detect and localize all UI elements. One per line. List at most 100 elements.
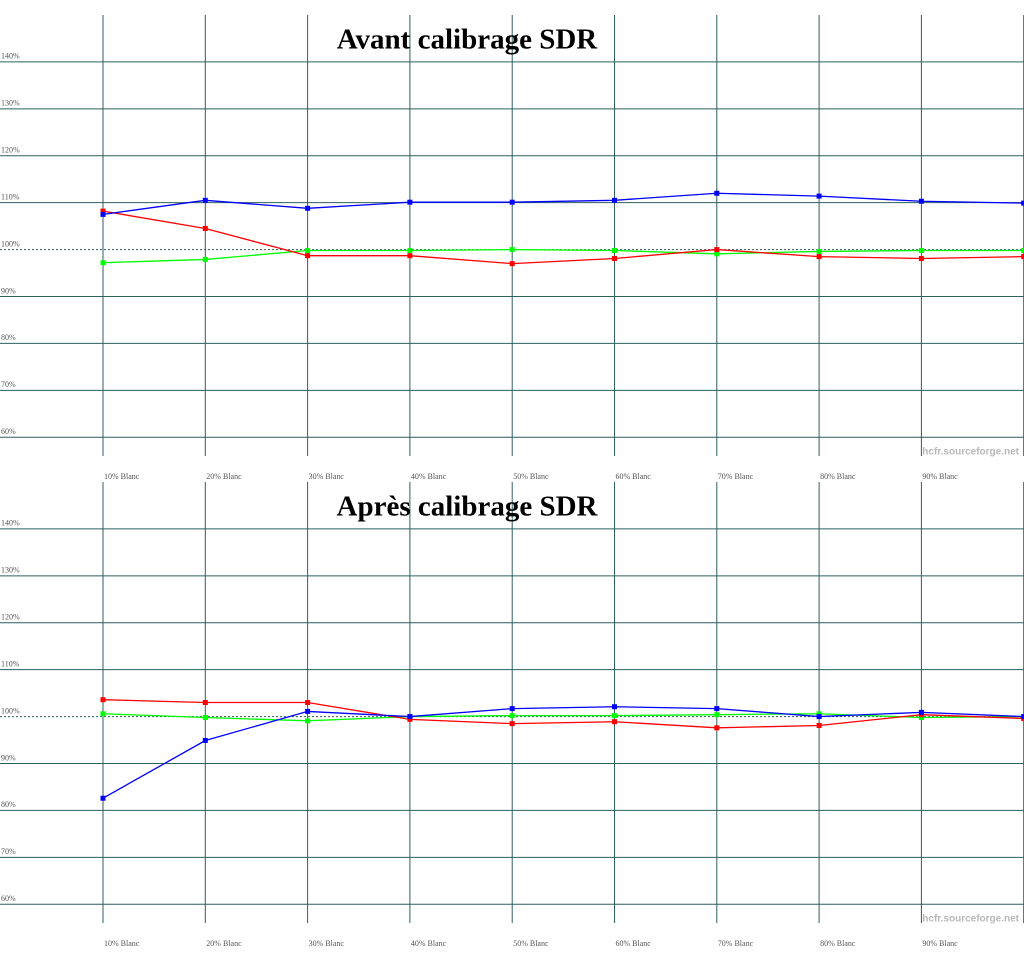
- point: [407, 248, 413, 254]
- point: [1021, 254, 1024, 260]
- point: [305, 253, 311, 259]
- watermark: hcfr.sourceforge.net: [922, 914, 1019, 925]
- x-tick-label: 60% Blanc: [616, 472, 652, 481]
- point: [816, 722, 822, 728]
- y-tick-label: 100%: [1, 706, 20, 715]
- x-tick-label: 90% Blanc: [922, 472, 958, 481]
- chart-title: Avant calibrage SDR: [337, 24, 599, 56]
- point: [100, 260, 106, 266]
- point: [202, 197, 208, 203]
- point: [305, 205, 311, 211]
- point: [202, 700, 208, 705]
- point: [100, 697, 106, 703]
- y-tick-label: 60%: [1, 427, 16, 436]
- y-tick-label: 140%: [1, 52, 20, 61]
- point: [714, 706, 720, 712]
- point: [100, 208, 106, 214]
- y-tick-label: 140%: [1, 519, 20, 528]
- y-tick-label: 120%: [1, 146, 20, 155]
- x-tick-label: 30% Blanc: [309, 939, 345, 948]
- point: [202, 715, 208, 721]
- point: [509, 247, 515, 253]
- series-line: [102, 192, 1024, 216]
- y-tick-label: 90%: [1, 286, 16, 295]
- y-tick-label: 130%: [1, 566, 20, 575]
- point: [305, 718, 311, 724]
- series-line: [102, 699, 1024, 729]
- point: [816, 711, 822, 717]
- chart-title: Après calibrage SDR: [337, 491, 599, 523]
- x-tick-label: 70% Blanc: [718, 472, 754, 481]
- y-tick-label: 70%: [1, 847, 16, 856]
- y-tick-label: 130%: [1, 99, 20, 108]
- point: [100, 795, 106, 801]
- x-tick-label: 60% Blanc: [616, 939, 652, 948]
- series-line: [102, 210, 1024, 265]
- x-tick-label: 40% Blanc: [411, 472, 447, 481]
- y-tick-label: 70%: [1, 380, 16, 389]
- x-tick-label: 10% Blanc: [104, 939, 140, 948]
- point: [1021, 714, 1024, 720]
- x-tick-label: 10% Blanc: [104, 472, 140, 481]
- point: [1021, 200, 1024, 206]
- x-tick-label: 80% Blanc: [820, 472, 856, 481]
- point: [509, 713, 515, 719]
- point: [612, 255, 617, 261]
- point: [407, 714, 413, 720]
- point: [407, 199, 413, 205]
- y-tick-label: 80%: [1, 800, 16, 809]
- point: [714, 725, 720, 731]
- point: [612, 719, 617, 725]
- point: [918, 198, 924, 204]
- point: [202, 225, 208, 231]
- point: [816, 714, 822, 720]
- x-tick-label: 70% Blanc: [718, 939, 754, 948]
- point: [918, 715, 924, 721]
- point: [612, 713, 617, 719]
- y-tick-label: 120%: [1, 613, 20, 622]
- point: [509, 261, 515, 267]
- point: [816, 254, 822, 260]
- series-line: [102, 706, 1024, 799]
- y-tick-label: 80%: [1, 333, 16, 342]
- point: [509, 706, 515, 712]
- point: [1021, 248, 1024, 254]
- point: [202, 256, 208, 262]
- y-tick-label: 60%: [1, 894, 16, 903]
- watermark: hcfr.sourceforge.net: [922, 447, 1019, 458]
- x-tick-label: 50% Blanc: [513, 472, 549, 481]
- point: [407, 253, 413, 259]
- series-line: [102, 713, 1024, 722]
- point: [612, 704, 617, 710]
- point: [816, 193, 822, 199]
- point: [918, 255, 924, 261]
- point: [305, 248, 311, 254]
- series-line: [102, 248, 1024, 264]
- point: [816, 248, 822, 254]
- x-tick-label: 20% Blanc: [206, 472, 242, 481]
- point: [612, 197, 617, 203]
- point: [509, 721, 515, 727]
- y-tick-label: 90%: [1, 753, 16, 762]
- x-tick-label: 40% Blanc: [411, 939, 447, 948]
- x-tick-label: 30% Blanc: [309, 472, 345, 481]
- point: [918, 248, 924, 254]
- point: [918, 709, 924, 715]
- y-tick-label: 110%: [1, 192, 20, 201]
- point: [305, 700, 311, 705]
- point: [100, 711, 106, 717]
- y-tick-label: 100%: [1, 239, 20, 248]
- x-tick-label: 20% Blanc: [206, 939, 242, 948]
- point: [407, 716, 413, 722]
- y-tick-label: 110%: [1, 659, 20, 668]
- point: [714, 247, 720, 253]
- point: [714, 251, 720, 257]
- x-tick-label: 90% Blanc: [922, 939, 958, 948]
- point: [509, 199, 515, 205]
- point: [100, 211, 106, 217]
- point: [202, 738, 208, 744]
- point: [305, 708, 311, 714]
- point: [714, 190, 720, 196]
- x-tick-label: 50% Blanc: [513, 939, 549, 948]
